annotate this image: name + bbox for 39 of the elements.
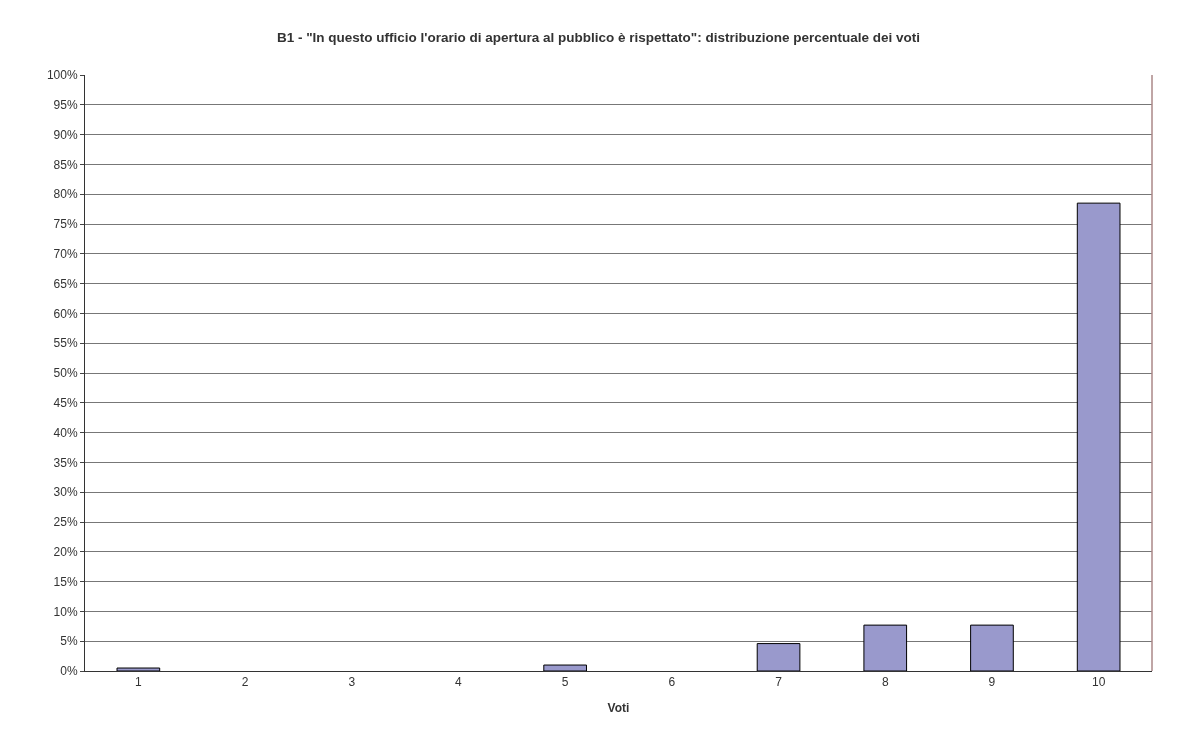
bar bbox=[756, 643, 801, 671]
y-tick-label: 15% bbox=[53, 574, 78, 589]
y-tick-label: 10% bbox=[53, 604, 78, 619]
x-tick-label: 4 bbox=[455, 675, 463, 690]
y-tick-label: 70% bbox=[53, 247, 78, 261]
x-axis-title: Voti bbox=[607, 701, 630, 716]
y-tick-label: 65% bbox=[53, 276, 78, 291]
y-tick-label: 90% bbox=[53, 127, 78, 142]
x-tick-label: 5 bbox=[561, 675, 569, 690]
x-tick-label: 1 bbox=[135, 675, 143, 690]
y-tick-label: 25% bbox=[53, 515, 78, 530]
x-tick-label: 3 bbox=[348, 675, 356, 690]
y-tick-label: 0% bbox=[60, 664, 78, 679]
y-tick-label: 95% bbox=[53, 98, 78, 112]
x-tick-label: 9 bbox=[988, 675, 996, 690]
y-tick-label: 75% bbox=[53, 217, 78, 232]
y-tick-label: 50% bbox=[53, 366, 78, 381]
y-tick-label: 55% bbox=[53, 336, 78, 351]
chart-title: B1 - "In questo ufficio l'orario di apertura al pubblico è rispettato": distribuzione percentuale dei voti bbox=[276, 30, 921, 46]
y-tick-label: 35% bbox=[53, 455, 78, 470]
bar bbox=[1076, 202, 1121, 671]
y-tick-label: 30% bbox=[53, 485, 78, 500]
x-tick-label: 2 bbox=[241, 675, 249, 690]
y-tick-label: 85% bbox=[53, 157, 78, 172]
bar bbox=[863, 624, 908, 671]
bar bbox=[970, 624, 1014, 671]
x-tick-label: 10 bbox=[1091, 675, 1106, 690]
y-tick-label: 5% bbox=[60, 634, 78, 649]
y-tick-label: 45% bbox=[53, 396, 78, 410]
x-tick-label: 6 bbox=[668, 675, 676, 690]
bar bbox=[543, 664, 587, 671]
x-tick-label: 8 bbox=[881, 675, 889, 690]
y-tick-label: 100% bbox=[46, 68, 78, 83]
y-tick-label: 40% bbox=[53, 425, 78, 440]
x-tick-label: 7 bbox=[775, 675, 783, 690]
y-tick-label: 20% bbox=[53, 545, 78, 559]
bar bbox=[116, 667, 161, 671]
y-tick-label: 60% bbox=[53, 306, 78, 321]
y-tick-label: 80% bbox=[53, 187, 78, 202]
